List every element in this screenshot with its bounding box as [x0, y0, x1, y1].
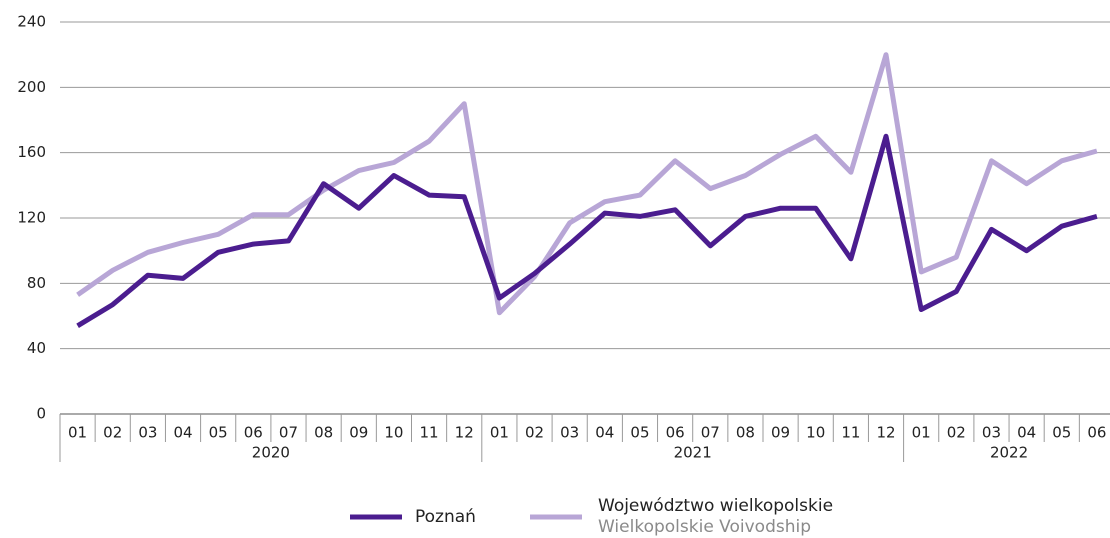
x-tick-label: 05 [630, 424, 649, 442]
x-tick-label: 12 [455, 424, 474, 442]
x-tick-label: 01 [490, 424, 509, 442]
year-label: 2021 [674, 444, 712, 462]
x-tick-label: 05 [1052, 424, 1071, 442]
legend-label-en: Wielkopolskie Voivodship [598, 517, 811, 537]
x-tick-label: 04 [595, 424, 614, 442]
x-tick-label: 05 [209, 424, 228, 442]
x-tick-label: 04 [173, 424, 192, 442]
legend-label: Poznań [415, 507, 476, 527]
x-tick-label: 11 [841, 424, 860, 442]
x-tick-label: 06 [666, 424, 685, 442]
series-line [76, 133, 1098, 328]
x-tick-label: 01 [912, 424, 931, 442]
x-tick-label: 03 [982, 424, 1001, 442]
x-tick-label: 08 [736, 424, 755, 442]
x-tick-label: 03 [560, 424, 579, 442]
legend-label: Województwo wielkopolskie [598, 496, 833, 516]
y-tick-label: 0 [36, 405, 46, 423]
x-tick-label: 08 [314, 424, 333, 442]
x-tick-label: 06 [1087, 424, 1106, 442]
y-tick-label: 120 [17, 209, 46, 227]
x-tick-label: 02 [103, 424, 122, 442]
x-tick-label: 02 [947, 424, 966, 442]
x-tick-label: 02 [525, 424, 544, 442]
x-tick-label: 10 [806, 424, 825, 442]
x-tick-label: 11 [420, 424, 439, 442]
x-tick-label: 09 [349, 424, 368, 442]
x-tick-label: 09 [771, 424, 790, 442]
x-tick-label: 03 [138, 424, 157, 442]
year-label: 2020 [252, 444, 290, 462]
y-tick-label: 80 [27, 274, 46, 292]
year-label: 2022 [990, 444, 1028, 462]
x-tick-label: 07 [701, 424, 720, 442]
x-tick-label: 04 [1017, 424, 1036, 442]
x-tick-label: 07 [279, 424, 298, 442]
x-tick-label: 12 [876, 424, 895, 442]
x-tick-label: 06 [244, 424, 263, 442]
y-tick-label: 160 [17, 143, 46, 161]
y-tick-label: 40 [27, 339, 46, 357]
x-tick-label: 10 [384, 424, 403, 442]
series-line [76, 52, 1098, 316]
y-tick-label: 200 [17, 78, 46, 96]
y-tick-label: 240 [17, 13, 46, 31]
x-tick-label: 01 [68, 424, 87, 442]
